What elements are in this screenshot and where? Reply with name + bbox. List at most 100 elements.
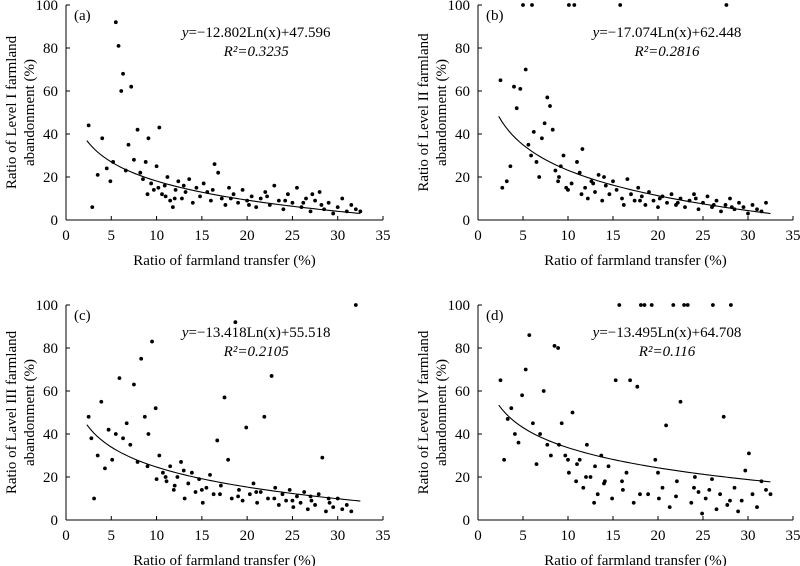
data-point [531,129,536,134]
data-point [577,170,582,175]
data-point [625,177,630,182]
trend-line [498,404,771,483]
data-point [181,468,186,473]
data-point [319,203,324,207]
data-point [175,475,180,479]
data-point [521,3,525,7]
x-tick-label: 35 [786,528,800,544]
x-tick-label: 15 [606,228,621,244]
data-point [705,194,710,199]
data-point [335,496,340,501]
data-point [286,192,290,197]
data-point [646,492,650,497]
data-point [675,200,680,205]
data-point [143,160,148,164]
data-point [624,470,629,475]
data-point [215,438,220,443]
data-point [643,203,648,207]
chart-panel-2: 0 5 10 15 20 25 30 35 0 20 40 60 80 100 Ratio of farml… [416,0,800,269]
data-point [145,464,150,469]
data-point [272,496,277,501]
data-point [308,209,313,214]
x-tick-label: 10 [149,528,164,544]
data-point [157,125,162,130]
data-point [618,3,623,7]
y-axis-title-line-1: Ratio of Lavel III farmland [4,330,20,494]
data-point [254,490,259,494]
data-point [508,164,513,169]
data-point [138,170,143,175]
data-point [154,477,159,482]
data-point [247,203,251,207]
data-point [498,378,503,383]
chart-panel-4: 0 5 10 15 20 25 30 35 0 20 40 60 80 100 Ratio of farml… [416,298,800,566]
data-point [750,203,755,207]
data-point [599,453,604,458]
data-point [326,496,331,501]
data-point [545,442,550,447]
data-point [204,485,209,490]
data-point [764,488,768,492]
data-point [628,378,632,383]
data-point [170,205,175,210]
data-point [657,196,662,201]
data-point [651,198,656,203]
data-point [557,175,561,179]
data-point [739,498,744,503]
panel-label: (c) [74,308,91,324]
x-axis-title: Ratio of farmland transfer (%) [133,253,315,269]
data-point [254,205,259,210]
data-point [725,503,730,507]
data-point [255,500,260,505]
data-point [530,3,534,7]
data-point [636,185,641,190]
data-point [723,203,728,207]
data-point [542,121,547,126]
data-point [222,395,227,400]
data-point [157,453,162,458]
data-point [179,460,183,464]
data-point [526,142,531,147]
x-tick-label: 5 [108,228,116,244]
data-point [574,479,578,484]
data-point [358,209,363,214]
data-point [545,95,550,100]
data-point [557,442,561,447]
data-point [556,346,560,350]
data-point [284,498,288,503]
data-point [135,127,140,132]
data-point [548,104,552,108]
data-point [265,194,269,199]
data-point [327,500,332,505]
x-tick-label: 35 [376,528,391,544]
data-point [291,505,296,509]
r-squared-label: R²=0.116 [638,344,696,360]
data-point [711,303,715,307]
y-tick-label: 80 [455,41,470,57]
data-point [600,198,605,203]
data-point [540,136,544,141]
data-point [669,192,674,197]
data-point [129,84,134,89]
data-point [128,442,133,447]
y-axis-title-line-2: abandonment (%) [22,59,38,166]
y-axis-title-line-1: Ratio of Level IV farmland [416,330,432,494]
data-point [200,500,205,505]
data-point [759,479,764,484]
data-point [276,503,281,507]
data-point [310,192,315,197]
data-point [721,414,726,419]
data-point [344,503,349,507]
data-point [531,421,535,426]
data-point [280,492,285,497]
panel-label: (b) [486,8,504,24]
data-point [656,470,660,475]
data-point [621,488,625,492]
data-point [534,160,539,164]
data-point [168,198,173,203]
data-point [340,196,345,201]
data-point [181,183,186,188]
data-point [750,492,755,497]
y-tick-label: 40 [43,127,58,143]
data-point [592,500,596,505]
